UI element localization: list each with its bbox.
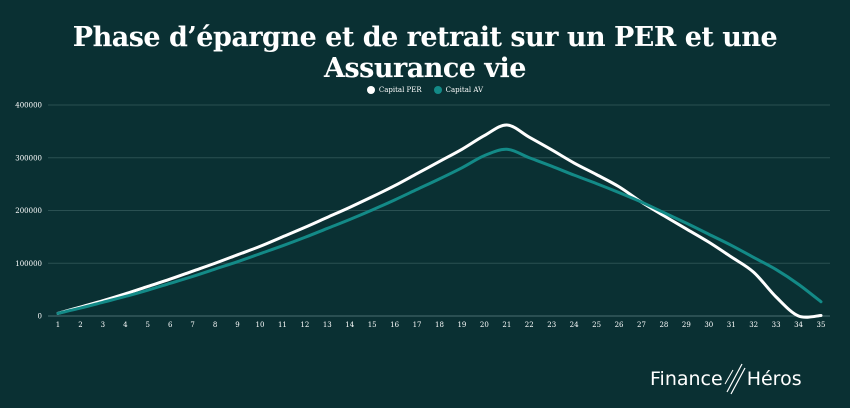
x-tick-label: 22 xyxy=(525,321,534,329)
x-tick-label: 33 xyxy=(772,321,781,329)
y-tick-label: 100000 xyxy=(15,260,42,268)
legend-item-per[interactable]: Capital PER xyxy=(366,86,422,94)
x-tick-label: 28 xyxy=(659,321,668,329)
x-tick-label: 19 xyxy=(457,321,466,329)
legend-item-av[interactable]: Capital AV xyxy=(433,86,484,94)
x-tick-label: 26 xyxy=(615,321,624,329)
x-tick-label: 35 xyxy=(817,321,826,329)
x-tick-label: 7 xyxy=(190,321,194,329)
x-tick-label: 31 xyxy=(727,321,736,329)
x-tick-label: 17 xyxy=(413,321,422,329)
x-tick-label: 27 xyxy=(637,321,646,329)
x-tick-label: 5 xyxy=(146,321,150,329)
x-tick-label: 9 xyxy=(235,321,239,329)
x-tick-label: 12 xyxy=(300,321,309,329)
x-tick-label: 4 xyxy=(123,321,128,329)
x-tick-label: 32 xyxy=(749,321,758,329)
logo-text-left: Finance xyxy=(650,368,723,390)
legend-label-per: Capital PER xyxy=(378,86,422,94)
series-line-av xyxy=(56,147,823,315)
x-tick-label: 15 xyxy=(368,321,377,329)
logo-text-right: Héros xyxy=(746,368,802,390)
x-tick-label: 1 xyxy=(56,321,60,329)
x-tick-label: 30 xyxy=(704,321,713,329)
y-tick-label: 300000 xyxy=(15,154,42,162)
legend: Capital PER Capital AV xyxy=(0,86,850,94)
x-tick-label: 25 xyxy=(592,321,601,329)
x-tick-label: 29 xyxy=(682,321,691,329)
x-tick-label: 2 xyxy=(78,321,82,329)
series-line-per xyxy=(56,123,823,319)
legend-swatch-per xyxy=(366,86,375,94)
x-tick-label: 16 xyxy=(390,321,399,329)
x-tick-label: 34 xyxy=(794,321,803,329)
y-tick-label: 200000 xyxy=(15,207,42,215)
x-tick-label: 13 xyxy=(323,321,332,329)
x-tick-label: 14 xyxy=(345,321,354,329)
x-tick-label: 6 xyxy=(168,321,173,329)
x-tick-label: 10 xyxy=(256,321,265,329)
x-tick-label: 23 xyxy=(547,321,556,329)
double-slash-icon xyxy=(724,363,746,395)
finance-heros-logo: Finance Héros xyxy=(650,362,802,396)
x-tick-label: 21 xyxy=(502,321,511,329)
chart-title: Phase d’épargne et de retrait sur un PER… xyxy=(72,22,778,84)
x-tick-label: 20 xyxy=(480,321,489,329)
y-tick-label: 0 xyxy=(38,313,42,321)
x-tick-label: 8 xyxy=(213,321,217,329)
legend-label-av: Capital AV xyxy=(445,86,484,94)
x-tick-label: 18 xyxy=(435,321,444,329)
x-tick-label: 11 xyxy=(278,321,287,329)
x-tick-label: 3 xyxy=(101,321,105,329)
y-tick-label: 400000 xyxy=(15,102,42,110)
legend-swatch-av xyxy=(433,86,442,94)
x-tick-label: 24 xyxy=(570,321,579,329)
